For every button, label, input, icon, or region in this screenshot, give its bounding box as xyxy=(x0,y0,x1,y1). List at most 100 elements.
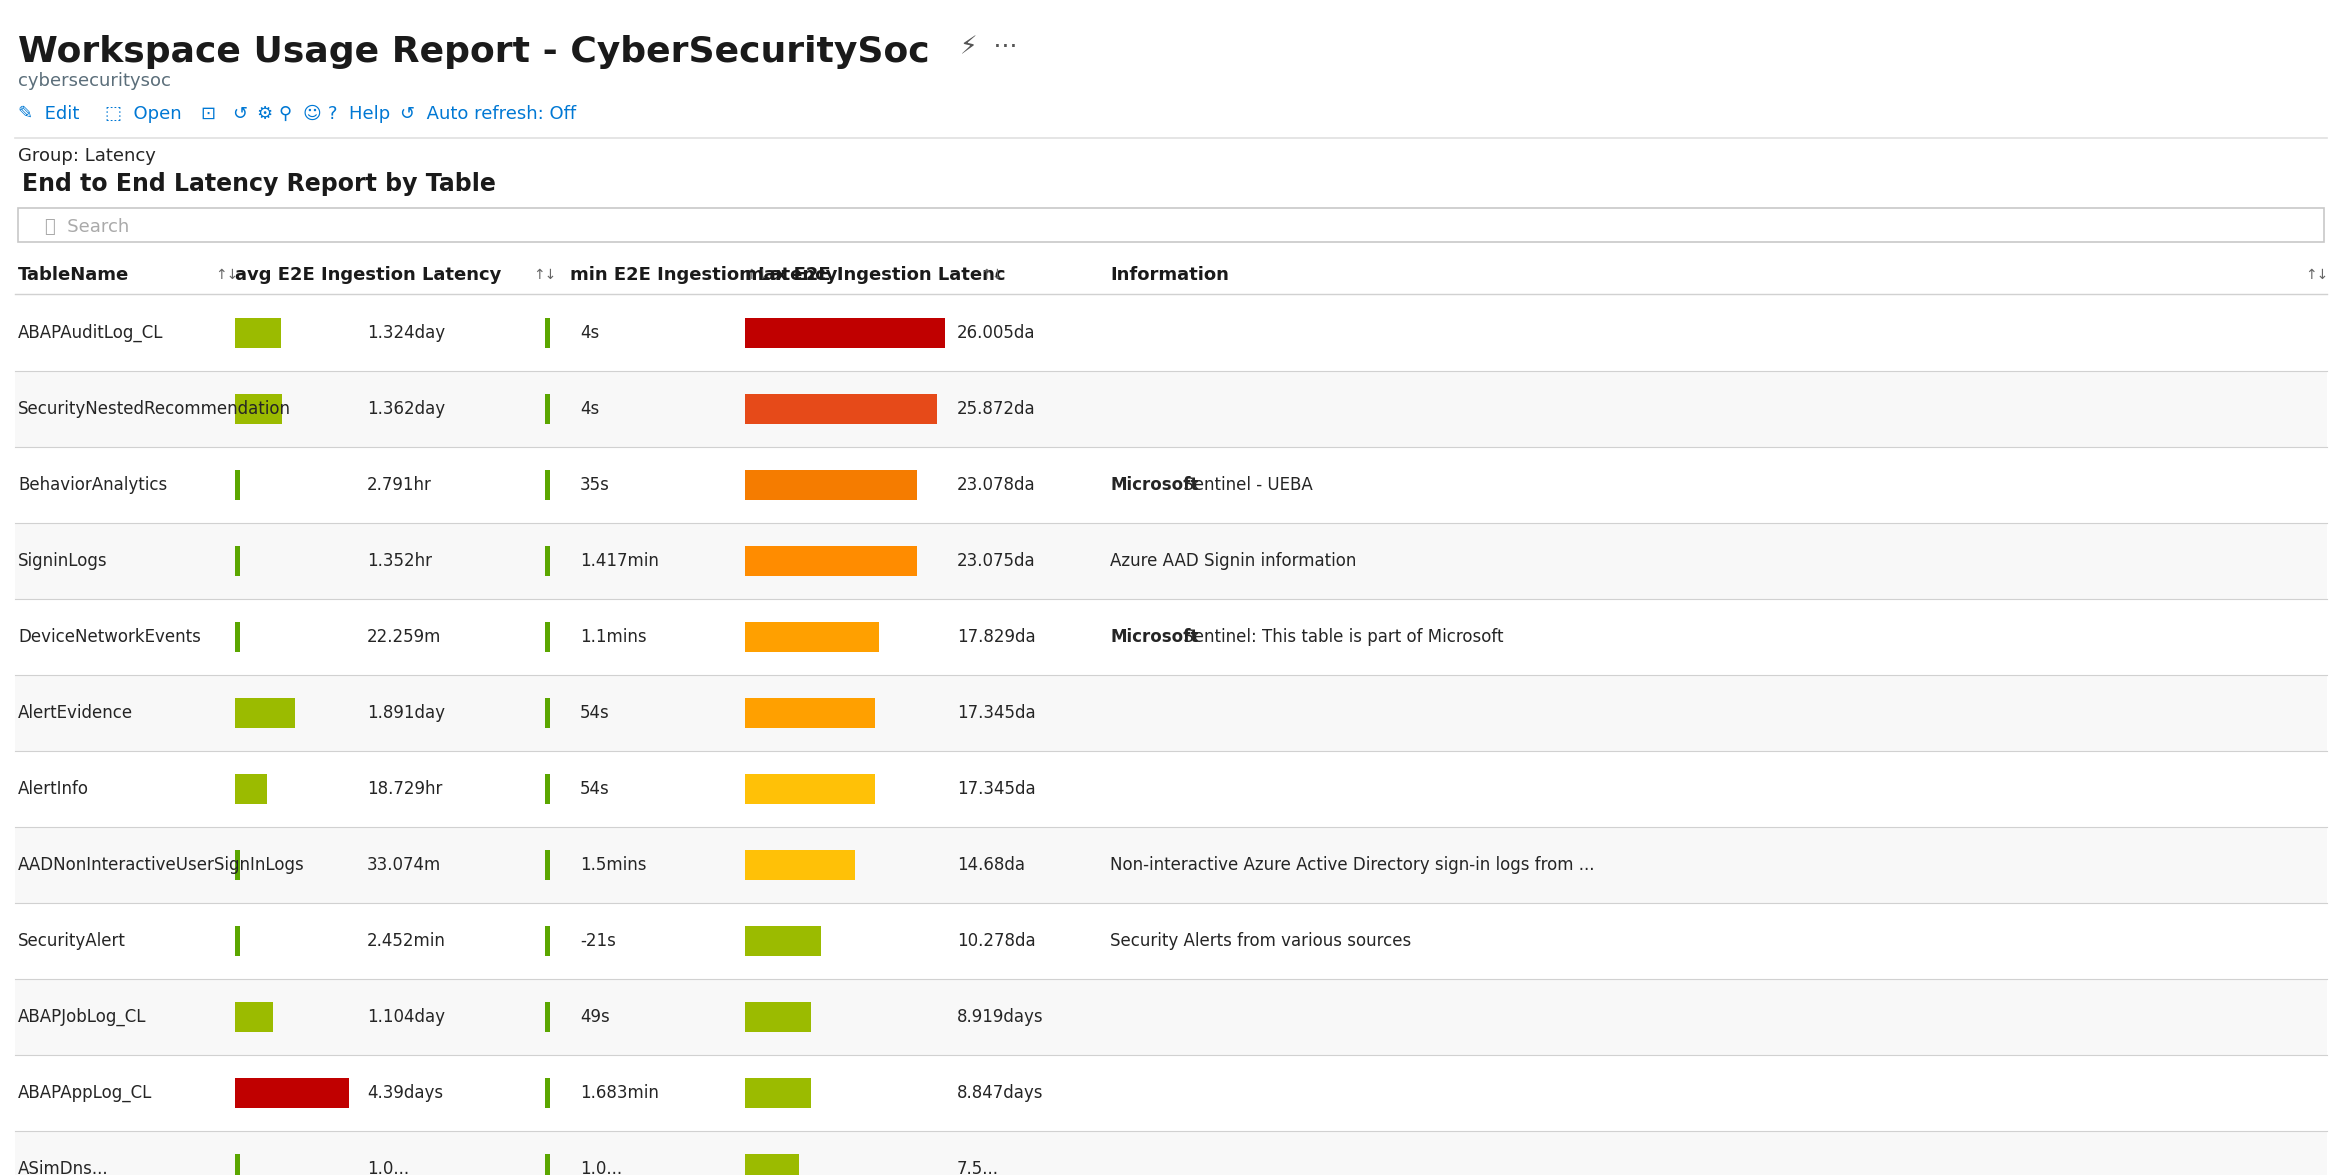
Bar xyxy=(234,774,267,804)
Text: Group: Latency: Group: Latency xyxy=(19,147,157,164)
Text: SecurityNestedRecommendation: SecurityNestedRecommendation xyxy=(19,400,290,418)
Text: 2.452min: 2.452min xyxy=(368,932,445,951)
Bar xyxy=(14,674,2328,751)
Bar xyxy=(546,470,550,501)
Text: 18.729hr: 18.729hr xyxy=(368,780,443,798)
Bar xyxy=(546,926,550,956)
Bar xyxy=(745,1002,810,1032)
Bar xyxy=(234,850,239,880)
Bar xyxy=(14,904,2328,979)
Text: ?  Help: ? Help xyxy=(328,105,391,123)
Text: 54s: 54s xyxy=(581,780,609,798)
Text: Workspace Usage Report - CyberSecuritySoc: Workspace Usage Report - CyberSecuritySo… xyxy=(19,35,930,69)
Bar xyxy=(14,371,2328,446)
Bar xyxy=(234,470,239,501)
Text: Microsoft: Microsoft xyxy=(1110,476,1199,494)
Bar xyxy=(14,1055,2328,1132)
Bar xyxy=(234,546,239,576)
Text: ⬚  Open: ⬚ Open xyxy=(105,105,183,123)
Text: ⚡  ···: ⚡ ··· xyxy=(960,35,1016,59)
Bar xyxy=(14,295,2328,371)
Text: ABAPJobLog_CL: ABAPJobLog_CL xyxy=(19,1008,148,1026)
Bar xyxy=(234,1154,239,1175)
Bar xyxy=(234,622,239,652)
Text: AlertInfo: AlertInfo xyxy=(19,780,89,798)
Bar xyxy=(745,394,937,424)
Text: ASimDns...: ASimDns... xyxy=(19,1160,108,1175)
Text: ↺: ↺ xyxy=(232,105,248,123)
Text: 1.352hr: 1.352hr xyxy=(368,552,431,570)
Text: 1.891day: 1.891day xyxy=(368,704,445,721)
Bar xyxy=(14,523,2328,599)
Text: 17.345da: 17.345da xyxy=(958,704,1035,721)
Text: Microsoft: Microsoft xyxy=(1110,627,1199,646)
Text: 4s: 4s xyxy=(581,400,600,418)
Text: 1.362day: 1.362day xyxy=(368,400,445,418)
Bar xyxy=(745,698,876,728)
Text: 54s: 54s xyxy=(581,704,609,721)
Text: ABAPAppLog_CL: ABAPAppLog_CL xyxy=(19,1085,152,1102)
Bar xyxy=(546,774,550,804)
Text: SigninLogs: SigninLogs xyxy=(19,552,108,570)
Bar xyxy=(234,318,281,348)
Bar xyxy=(745,546,918,576)
Bar xyxy=(234,698,295,728)
Text: Information: Information xyxy=(1110,266,1230,284)
Text: min E2E Ingestion Latency: min E2E Ingestion Latency xyxy=(569,266,838,284)
Bar xyxy=(546,1154,550,1175)
Text: 4.39days: 4.39days xyxy=(368,1085,443,1102)
Text: Azure AAD Signin information: Azure AAD Signin information xyxy=(1110,552,1356,570)
Text: Sentinel: This table is part of Microsoft: Sentinel: This table is part of Microsof… xyxy=(1178,627,1504,646)
Bar xyxy=(14,751,2328,827)
Text: ☺: ☺ xyxy=(302,105,321,123)
Text: 25.872da: 25.872da xyxy=(958,400,1035,418)
Text: ⚙: ⚙ xyxy=(255,105,272,123)
Text: 1.417min: 1.417min xyxy=(581,552,658,570)
Text: 8.847days: 8.847days xyxy=(958,1085,1045,1102)
FancyBboxPatch shape xyxy=(19,208,2323,242)
Text: ↑↓: ↑↓ xyxy=(215,268,239,282)
Text: 23.078da: 23.078da xyxy=(958,476,1035,494)
Text: ↑↓: ↑↓ xyxy=(979,268,1002,282)
Text: Non-interactive Azure Active Directory sign-in logs from ...: Non-interactive Azure Active Directory s… xyxy=(1110,857,1595,874)
Bar xyxy=(745,1154,799,1175)
Bar xyxy=(745,1077,810,1108)
Text: 14.68da: 14.68da xyxy=(958,857,1026,874)
Text: Sentinel - UEBA: Sentinel - UEBA xyxy=(1178,476,1312,494)
Text: End to End Latency Report by Table: End to End Latency Report by Table xyxy=(21,172,497,196)
Bar xyxy=(234,1077,349,1108)
Bar xyxy=(234,926,239,956)
Bar xyxy=(745,622,878,652)
Text: AADNonInteractiveUserSignInLogs: AADNonInteractiveUserSignInLogs xyxy=(19,857,304,874)
Text: 17.345da: 17.345da xyxy=(958,780,1035,798)
Bar xyxy=(745,926,822,956)
Text: AlertEvidence: AlertEvidence xyxy=(19,704,133,721)
Text: 33.074m: 33.074m xyxy=(368,857,440,874)
Bar xyxy=(745,774,876,804)
Text: 1.104day: 1.104day xyxy=(368,1008,445,1026)
Text: 🔍  Search: 🔍 Search xyxy=(44,219,129,236)
Text: 1.0...: 1.0... xyxy=(581,1160,623,1175)
Text: 22.259m: 22.259m xyxy=(368,627,440,646)
Text: 1.1mins: 1.1mins xyxy=(581,627,646,646)
Bar xyxy=(19,208,2323,242)
Text: 35s: 35s xyxy=(581,476,609,494)
Bar xyxy=(546,850,550,880)
Bar xyxy=(14,979,2328,1055)
Bar xyxy=(745,470,918,501)
Text: 8.919days: 8.919days xyxy=(958,1008,1045,1026)
Bar xyxy=(14,446,2328,523)
Bar xyxy=(14,1132,2328,1175)
Text: 17.829da: 17.829da xyxy=(958,627,1035,646)
Bar xyxy=(234,1002,274,1032)
Text: 1.0...: 1.0... xyxy=(368,1160,410,1175)
Bar xyxy=(745,850,855,880)
Text: 10.278da: 10.278da xyxy=(958,932,1035,951)
Text: 23.075da: 23.075da xyxy=(958,552,1035,570)
Text: DeviceNetworkEvents: DeviceNetworkEvents xyxy=(19,627,201,646)
Text: -21s: -21s xyxy=(581,932,616,951)
Text: cybersecuritysoc: cybersecuritysoc xyxy=(19,72,171,90)
Text: Security Alerts from various sources: Security Alerts from various sources xyxy=(1110,932,1412,951)
Text: 1.5mins: 1.5mins xyxy=(581,857,646,874)
Text: ⚲: ⚲ xyxy=(279,105,290,123)
